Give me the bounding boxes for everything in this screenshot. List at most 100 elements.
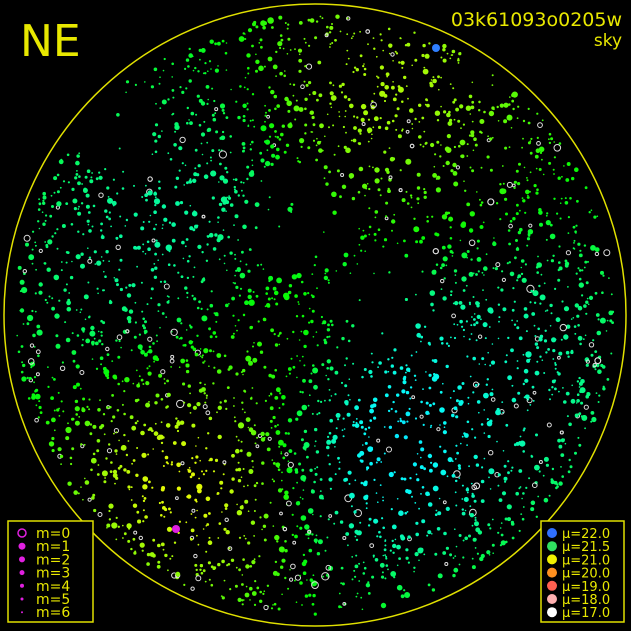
star	[300, 330, 303, 333]
star	[311, 309, 315, 313]
star	[212, 331, 217, 335]
star	[276, 277, 282, 284]
star	[301, 468, 305, 472]
star	[515, 169, 519, 173]
star	[464, 189, 467, 192]
star	[367, 140, 370, 143]
star	[247, 288, 252, 293]
star	[115, 453, 118, 455]
star	[452, 171, 458, 176]
star	[132, 382, 135, 385]
star	[224, 166, 228, 170]
star	[49, 443, 52, 446]
star	[141, 196, 144, 198]
star	[361, 375, 364, 379]
star	[360, 249, 363, 252]
star	[454, 183, 456, 186]
star	[399, 419, 403, 423]
star	[469, 513, 475, 518]
star	[210, 68, 212, 70]
star	[235, 448, 240, 454]
star	[80, 443, 83, 446]
star	[462, 328, 465, 332]
star	[303, 37, 306, 40]
star	[271, 459, 274, 461]
brightness-label: μ=22.0	[562, 527, 610, 542]
star	[291, 274, 298, 280]
star	[568, 422, 572, 427]
star	[146, 303, 149, 306]
star-ring	[160, 369, 166, 375]
star	[511, 466, 514, 469]
star	[510, 127, 513, 129]
star	[214, 42, 218, 46]
star	[221, 207, 226, 212]
star	[456, 451, 459, 455]
star	[499, 183, 502, 186]
star	[522, 353, 525, 356]
star	[290, 202, 294, 206]
star	[275, 75, 277, 77]
star	[387, 409, 391, 413]
star	[511, 536, 515, 540]
star	[153, 192, 158, 196]
star	[161, 312, 165, 315]
star	[521, 497, 523, 500]
star	[77, 230, 80, 233]
star	[171, 238, 176, 243]
star	[463, 497, 469, 502]
star-ring	[202, 404, 208, 410]
star	[174, 130, 177, 133]
star	[558, 390, 560, 393]
star	[87, 247, 89, 249]
star	[122, 170, 125, 173]
star	[551, 467, 555, 471]
star	[71, 187, 75, 191]
star	[76, 382, 80, 387]
star	[296, 157, 299, 160]
star	[395, 93, 398, 96]
star	[270, 162, 274, 166]
star	[197, 488, 202, 494]
star	[307, 146, 311, 150]
star	[242, 118, 246, 123]
star	[207, 432, 210, 435]
star	[551, 393, 554, 396]
star	[239, 287, 243, 290]
star	[422, 388, 424, 390]
star	[171, 461, 173, 464]
star	[576, 199, 579, 203]
star	[298, 69, 302, 73]
star	[387, 385, 392, 389]
star	[117, 525, 121, 528]
star	[100, 334, 103, 337]
star	[302, 553, 306, 557]
star	[525, 189, 530, 195]
star	[328, 440, 331, 444]
star	[572, 317, 575, 319]
star	[608, 310, 614, 316]
star	[368, 233, 371, 236]
star	[243, 389, 246, 393]
star	[485, 253, 488, 256]
star	[482, 221, 485, 224]
star	[510, 348, 514, 353]
star	[385, 557, 388, 560]
star	[547, 348, 550, 351]
star	[273, 602, 277, 606]
star	[169, 511, 172, 514]
star	[212, 117, 217, 122]
star	[217, 65, 219, 67]
star	[353, 66, 357, 69]
star	[517, 391, 521, 395]
star	[367, 524, 371, 527]
star	[229, 489, 234, 494]
star	[581, 269, 584, 272]
star	[198, 48, 202, 53]
star	[284, 490, 289, 495]
star	[583, 244, 587, 247]
star	[163, 280, 167, 284]
star	[265, 111, 267, 114]
star	[475, 527, 481, 533]
star	[480, 479, 485, 484]
